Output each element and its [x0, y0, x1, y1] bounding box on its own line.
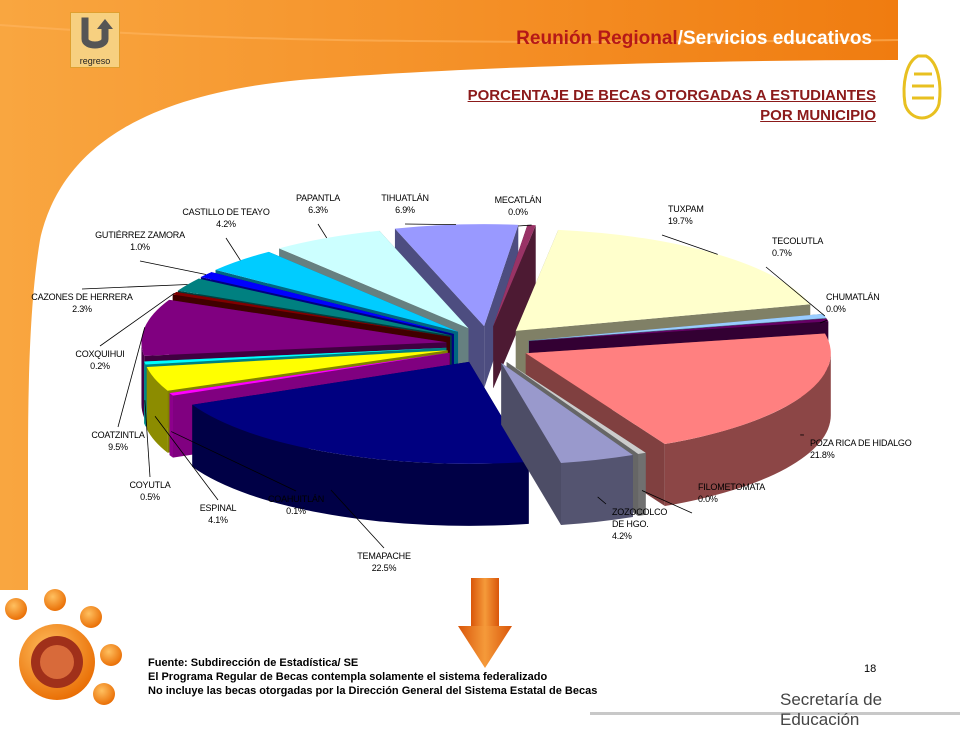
slice-value-3: 21.8%	[810, 450, 835, 460]
slice-value-13: 1.0%	[130, 242, 150, 252]
slice-label-5: DE HGO.	[612, 519, 649, 529]
slice-label-6: TEMAPACHE	[357, 551, 411, 561]
slice-value-8: 4.1%	[208, 515, 228, 525]
footnote-source: Fuente: Subdirección de Estadística/ SE	[148, 656, 597, 670]
slice-label-15: PAPANTLA	[296, 193, 340, 203]
slice-value-14: 4.2%	[216, 219, 236, 229]
leader-line-13	[140, 261, 206, 275]
slice-value-9: 0.5%	[140, 492, 160, 502]
footnote-program: El Programa Regular de Becas contempla s…	[148, 670, 597, 684]
slice-label-13: GUTIÉRREZ ZAMORA	[95, 230, 185, 240]
slice-value-11: 0.2%	[90, 361, 110, 371]
slice-value-5: 4.2%	[612, 531, 632, 541]
slice-label-2: CHUMATLÁN	[826, 292, 880, 302]
footnote-exclusion: No incluye las becas otorgadas por la Di…	[148, 684, 597, 698]
slice-value-6: 22.5%	[372, 563, 397, 573]
slice-value-17: 0.0%	[508, 207, 528, 217]
leader-line-10	[118, 327, 145, 427]
page-number: 18	[864, 663, 876, 675]
slice-value-7: 0.1%	[286, 506, 306, 516]
leader-line-14	[226, 238, 240, 260]
brand-name: Secretaría de Educación	[780, 690, 960, 730]
slice-label-3: POZA RICA DE HIDALGO	[810, 438, 912, 448]
slice-value-10: 9.5%	[108, 442, 128, 452]
slice-label-17: MECATLÁN	[495, 195, 542, 205]
slice-value-1: 0.7%	[772, 248, 792, 258]
slice-label-7: COAHUITLÁN	[268, 494, 324, 504]
slice-value-2: 0.0%	[826, 304, 846, 314]
slice-label-12: CAZONES DE HERRERA	[31, 292, 133, 302]
slice-value-16: 6.9%	[395, 205, 415, 215]
slice-value-15: 6.3%	[308, 205, 328, 215]
slice-value-12: 2.3%	[72, 304, 92, 314]
leader-line-16	[405, 224, 456, 225]
slice-value-0: 19.7%	[668, 216, 693, 226]
leader-line-15	[318, 224, 327, 238]
slice-label-9: COYUTLA	[129, 480, 170, 490]
leader-line-12	[82, 284, 188, 289]
slice-label-14: CASTILLO DE TEAYO	[182, 207, 269, 217]
slice-label-10: COATZINTLA	[91, 430, 145, 440]
footnotes: Fuente: Subdirección de Estadística/ SE …	[148, 656, 597, 698]
pie-slices	[141, 224, 830, 526]
slice-label-0: TUXPAM	[668, 204, 704, 214]
slice-label-1: TECOLUTLA	[772, 236, 823, 246]
slice-label-8: ESPINAL	[200, 503, 237, 513]
slice-label-11: COXQUIHUI	[75, 349, 124, 359]
slice-label-4: FILOMETOMATA	[698, 482, 765, 492]
slice-value-4: 0.0%	[698, 494, 718, 504]
slice-label-5: ZOZOCOLCO	[612, 507, 667, 517]
slice-label-16: TIHUATLÁN	[381, 193, 429, 203]
